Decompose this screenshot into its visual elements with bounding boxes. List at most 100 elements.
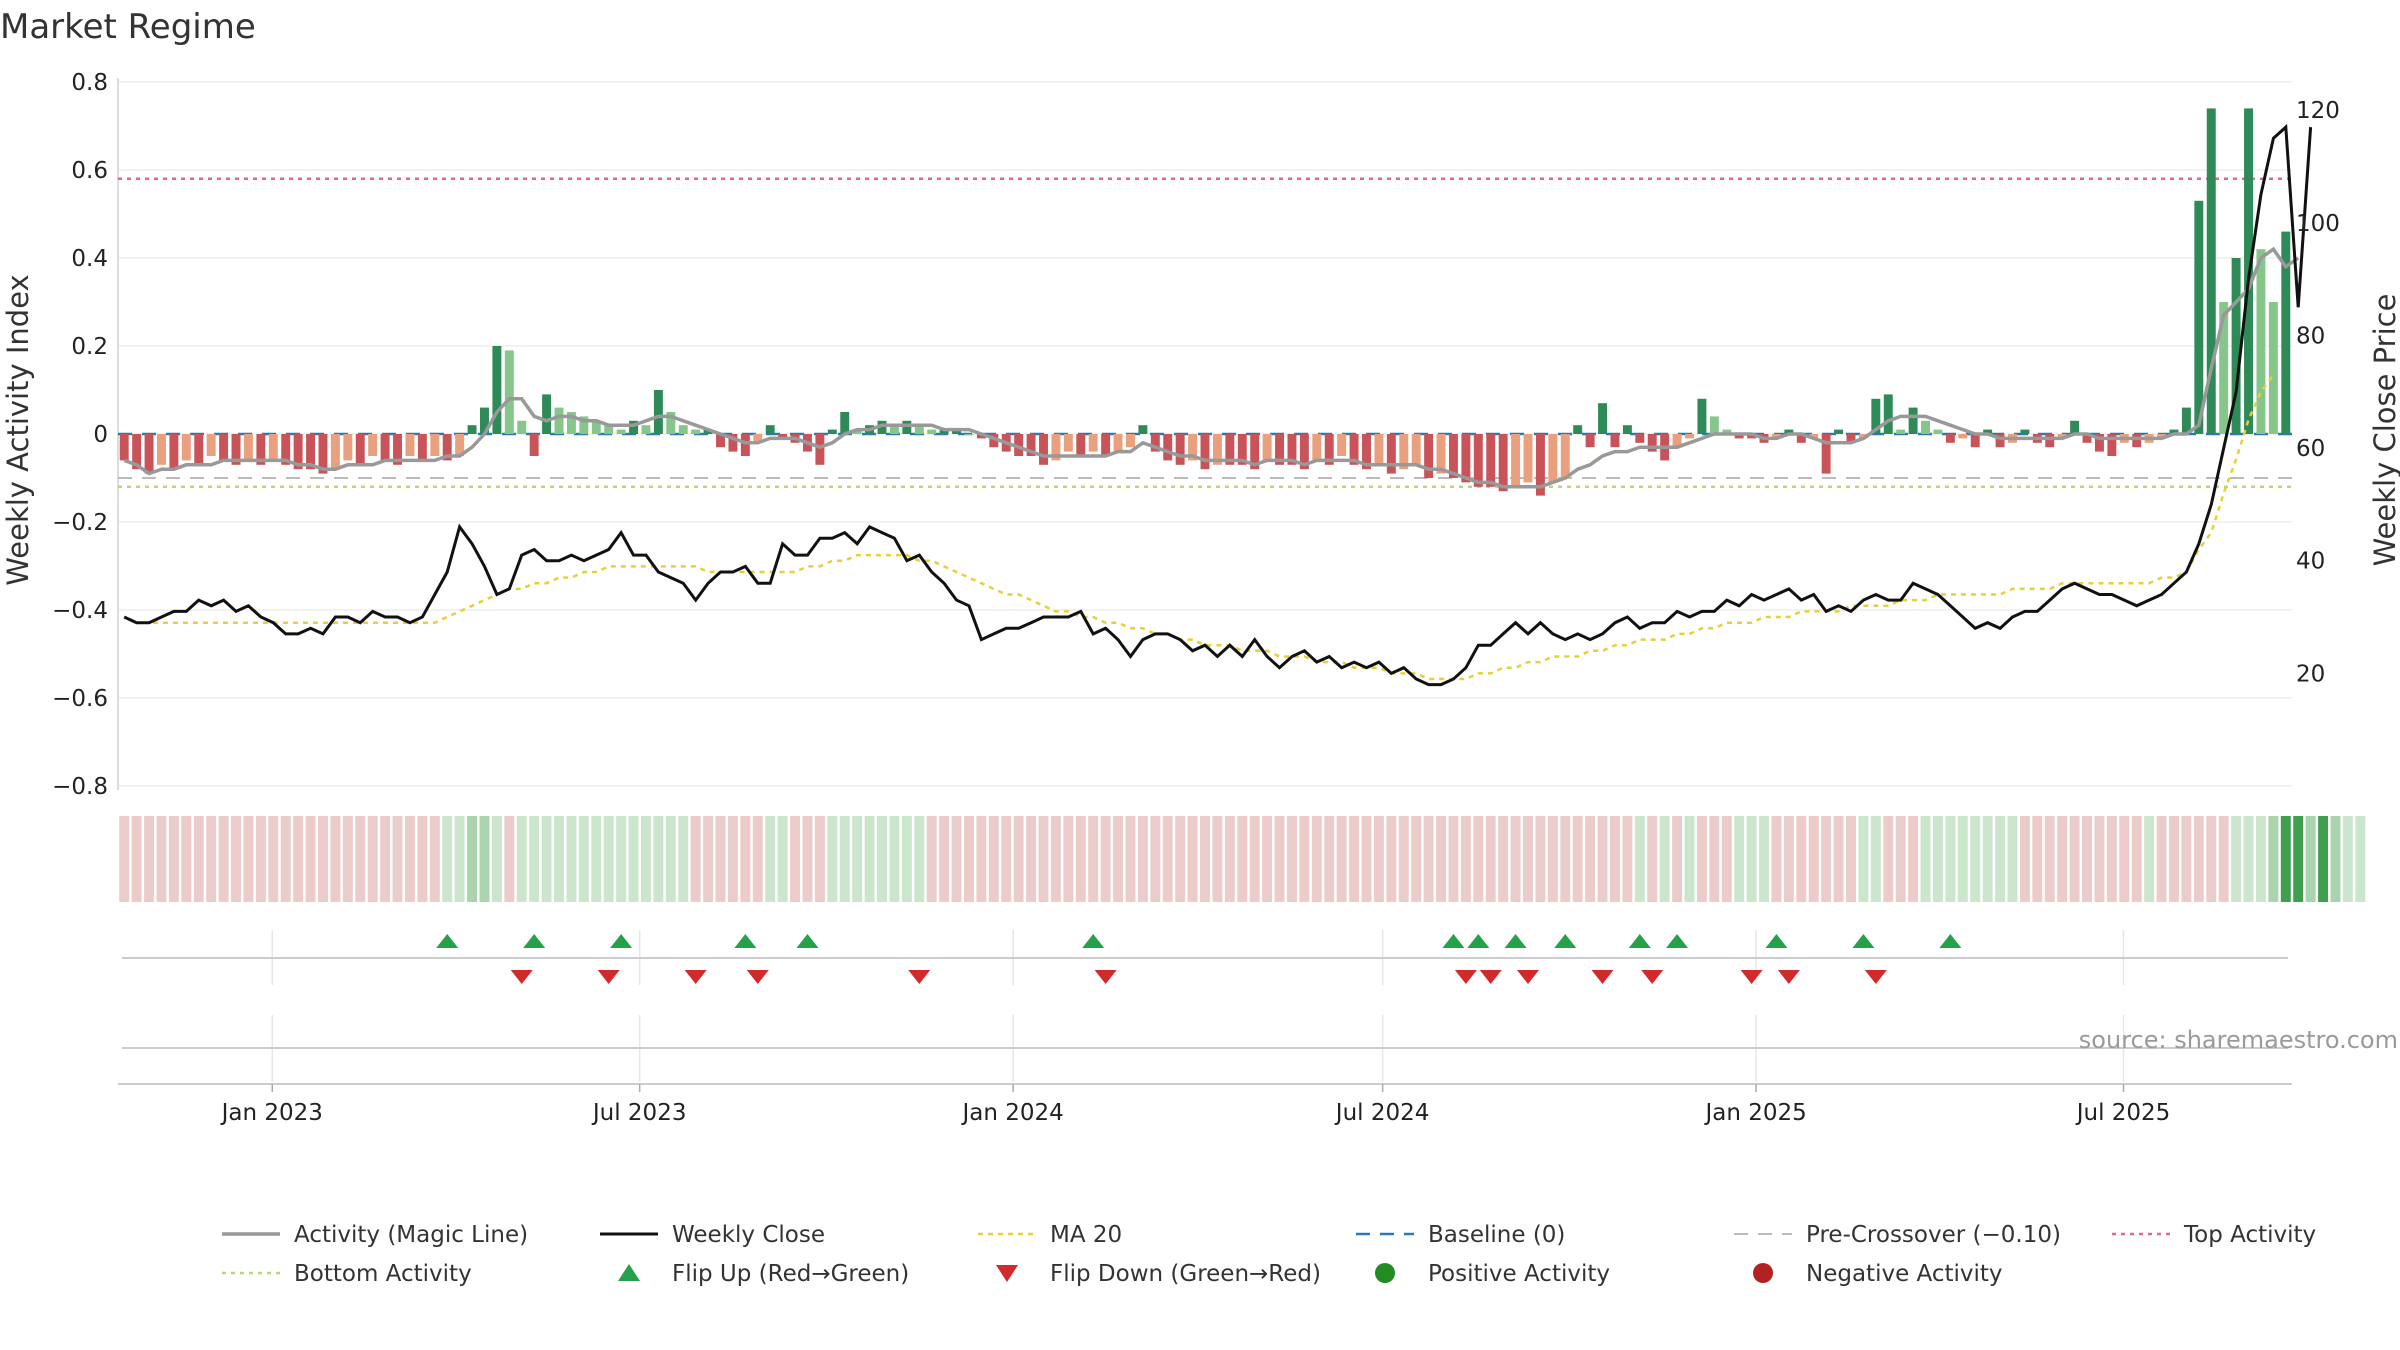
regime-cell <box>1498 816 1509 902</box>
activity-bar <box>1386 434 1396 474</box>
regime-cell <box>554 816 564 902</box>
legend-item: Bottom Activity <box>222 1261 472 1287</box>
regime-cell <box>1237 816 1248 902</box>
activity-bar <box>591 420 601 434</box>
regime-cell <box>467 816 478 902</box>
y-right-tick-label: 20 <box>2296 661 2325 687</box>
regime-cell <box>1883 816 1894 902</box>
flip-down-marker <box>597 970 620 984</box>
regime-cell <box>591 816 602 902</box>
regime-cell <box>1808 816 1819 902</box>
activity-bar <box>1896 429 1906 434</box>
regime-cell <box>1026 816 1037 902</box>
regime-cell <box>529 816 540 902</box>
regime-cell <box>765 816 776 902</box>
activity-bar <box>529 434 539 456</box>
regime-cell <box>839 816 850 902</box>
activity-bar <box>952 429 962 434</box>
flip-markers-panel <box>122 934 2288 1049</box>
activity-bar <box>666 412 676 434</box>
regime-cell <box>752 816 763 902</box>
legend-item: MA 20 <box>978 1222 1122 1248</box>
activity-bar <box>405 434 415 456</box>
flip-up-marker <box>1442 934 1465 948</box>
flip-down-marker <box>1516 970 1539 984</box>
activity-bar <box>1983 429 1993 434</box>
regime-cell <box>1088 816 1099 902</box>
activity-bar <box>243 434 253 461</box>
activity-bar <box>1573 425 1583 434</box>
regime-cell <box>1150 816 1161 902</box>
activity-bar <box>1411 434 1421 465</box>
activity-bar <box>455 434 465 456</box>
regime-cell <box>939 816 950 902</box>
regime-cell <box>1696 816 1707 902</box>
activity-bar <box>1051 434 1061 461</box>
regime-cell <box>392 816 403 902</box>
activity-bar <box>1039 434 1048 465</box>
magic-line <box>123 246 2300 489</box>
regime-cell <box>1597 816 1608 902</box>
activity-bar <box>1399 434 1409 470</box>
activity-bar <box>194 434 204 465</box>
regime-cell <box>603 816 614 902</box>
activity-bar <box>1436 434 1446 474</box>
regime-cell <box>1634 816 1645 902</box>
activity-bar <box>2070 420 2080 434</box>
regime-cell <box>1783 816 1794 902</box>
regime-cell <box>2069 816 2080 902</box>
regime-cell <box>442 816 453 902</box>
activity-bar <box>2231 258 2241 434</box>
activity-bar <box>1722 429 1732 434</box>
flip-up-marker <box>1082 934 1105 948</box>
activity-bar <box>1796 434 1806 443</box>
flip-up-marker <box>1504 934 1527 948</box>
regime-cell <box>2318 816 2329 902</box>
legend-label: Positive Activity <box>1428 1261 1610 1287</box>
regime-cell <box>951 816 962 902</box>
regime-cell <box>1386 816 1397 902</box>
regime-cell <box>454 816 465 902</box>
regime-cell <box>1510 816 1521 902</box>
regime-cell <box>516 816 527 902</box>
regime-cell <box>1200 816 1210 902</box>
legend-item: Weekly Close <box>600 1222 825 1248</box>
regime-cell <box>1895 816 1906 902</box>
legend-label: Weekly Close <box>672 1222 825 1248</box>
activity-bar <box>1747 434 1757 439</box>
activity-bar <box>542 394 552 434</box>
activity-bar <box>1225 434 1235 465</box>
activity-bar <box>815 434 825 465</box>
activity-bar <box>691 429 701 434</box>
flip-down-marker <box>1641 970 1664 984</box>
activity-bar <box>716 434 725 448</box>
y-left-tick-label: 0.4 <box>71 246 108 272</box>
activity-bar <box>2107 434 2117 456</box>
legend-item: Top Activity <box>2112 1222 2316 1248</box>
flip-down-marker <box>1454 970 1477 984</box>
regime-cell <box>318 816 328 902</box>
regime-cell <box>1349 816 1360 902</box>
regime-cell <box>218 816 229 902</box>
flip-down-marker <box>1740 970 1763 984</box>
regime-cell <box>1361 816 1372 902</box>
regime-cell <box>988 816 999 902</box>
regime-cell <box>2330 816 2341 902</box>
regime-cell <box>926 816 937 902</box>
y-axis-right-title: Weekly Close Price <box>2368 294 2400 567</box>
regime-cell <box>1224 816 1235 902</box>
regime-cell <box>852 816 863 902</box>
regime-cell <box>1995 816 2006 902</box>
activity-bar <box>2281 231 2291 434</box>
flip-up-marker <box>1666 934 1689 948</box>
activity-bar <box>1622 425 1632 434</box>
regime-cell <box>131 816 142 902</box>
x-tick-label: Jan 2023 <box>220 1100 323 1126</box>
legend-item: Activity (Magic Line) <box>222 1222 528 1248</box>
activity-bar <box>1871 398 1881 434</box>
regime-cell <box>1585 816 1596 902</box>
flip-down-marker <box>1777 970 1800 984</box>
regime-cell <box>1063 816 1074 902</box>
regime-cell <box>1970 816 1981 902</box>
flip-up-marker <box>1554 934 1577 948</box>
